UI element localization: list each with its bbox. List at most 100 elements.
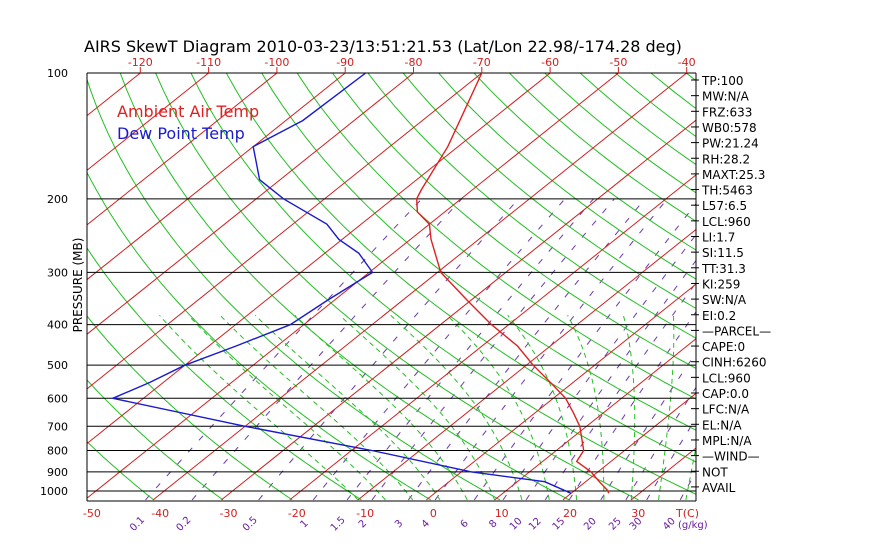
mixing-ratio-line xyxy=(346,198,594,501)
bottom-temperature-ticks: -50 -40 -30 -20 -10 0 10 20 30 T(C) xyxy=(83,507,699,520)
stat-item: AVAIL xyxy=(702,481,736,495)
stat-item: KI:259 xyxy=(702,277,740,291)
pressure-tick-label: 800 xyxy=(47,444,68,457)
stat-item: LCL:960 xyxy=(702,371,751,385)
dry-adiabat xyxy=(473,73,696,251)
bottom-tick-label: -30 xyxy=(220,507,238,520)
stat-item: MPL:N/A xyxy=(702,434,752,448)
mixing-ratio-line xyxy=(473,202,696,501)
dry-adiabat xyxy=(87,379,224,501)
mixing-ratio-unit-label: (g/kg) xyxy=(678,520,708,531)
bottom-tick-label: 0 xyxy=(430,507,437,520)
moist-adiabat xyxy=(567,315,605,500)
isotherm xyxy=(289,174,696,501)
moist-adiabat xyxy=(219,314,414,501)
dry-adiabat xyxy=(367,73,696,339)
moist-adiabat-lines xyxy=(159,314,696,501)
plot-frame xyxy=(86,73,697,501)
mixing-ratio-line xyxy=(312,198,566,501)
dry-adiabat xyxy=(332,73,696,369)
dry-adiabat xyxy=(261,73,696,431)
mixing-ratio-line xyxy=(145,198,423,501)
top-tick-label: -50 xyxy=(609,56,627,69)
stat-item: TH:5463 xyxy=(701,184,753,198)
bottom-tick-label: -20 xyxy=(288,507,306,520)
isotherm xyxy=(221,119,696,501)
top-tick-label: -80 xyxy=(405,56,423,69)
isotherm xyxy=(152,73,688,501)
stat-item: L57:6.5 xyxy=(702,199,747,213)
bottom-tick-label: -10 xyxy=(356,507,374,520)
moist-adiabat xyxy=(507,314,578,500)
stat-item: EI:0.2 xyxy=(702,309,736,323)
isotherm xyxy=(87,73,346,281)
top-tick-label: -60 xyxy=(541,56,559,69)
moist-adiabat xyxy=(188,314,386,501)
top-tick-label: -90 xyxy=(336,56,354,69)
top-temperature-ticks: -120 -110 -100 -90 -80 -70 -60 -50 -40 xyxy=(128,56,696,73)
dry-adiabat xyxy=(87,315,293,501)
top-tick-label: -110 xyxy=(196,56,221,69)
isotherm xyxy=(494,338,696,501)
isotherm xyxy=(87,73,414,335)
isotherm xyxy=(87,73,619,499)
y-axis-label: PRESSURE (MB) xyxy=(71,238,85,333)
stat-item: SW:N/A xyxy=(702,293,747,307)
temperature-unit-label: T(C) xyxy=(675,507,699,520)
moist-adiabat xyxy=(390,314,523,501)
moist-adiabat xyxy=(254,314,441,501)
isotherm-lines xyxy=(87,73,696,501)
moist-adiabat xyxy=(622,315,636,500)
stat-item: RH:28.2 xyxy=(702,152,750,166)
pressure-tick-label: 500 xyxy=(47,359,68,372)
mixing-ratio-line xyxy=(544,282,696,501)
dry-adiabat-lines xyxy=(87,73,696,501)
isotherm xyxy=(87,73,483,390)
stat-item: PW:21.24 xyxy=(702,137,759,151)
stat-item: MAXT:25.3 xyxy=(702,168,765,182)
isotherm xyxy=(426,283,696,501)
mixing-ratio-line xyxy=(407,198,646,501)
dry-adiabat xyxy=(438,73,696,280)
moist-adiabat xyxy=(339,314,496,501)
dry-adiabat xyxy=(296,73,696,400)
moist-adiabat xyxy=(294,314,468,501)
top-tick-label: -120 xyxy=(128,56,153,69)
dry-adiabat xyxy=(87,171,431,501)
dry-adiabat xyxy=(190,73,696,495)
isotherm xyxy=(357,228,696,501)
moist-adiabat xyxy=(685,444,696,500)
isobar-lines xyxy=(87,72,696,502)
pressure-tick-label: 900 xyxy=(47,466,68,479)
pressure-tick-label: 300 xyxy=(47,266,68,279)
moist-adiabat xyxy=(446,314,550,501)
stat-item: EL:N/A xyxy=(702,418,742,432)
stat-item: SI:11.5 xyxy=(702,246,744,260)
top-tick-label: -100 xyxy=(264,56,289,69)
stat-item: CINH:6260 xyxy=(702,356,767,370)
pressure-tick-label: 100 xyxy=(47,67,68,80)
isotherm xyxy=(562,392,696,501)
isotherm xyxy=(87,73,551,445)
stat-item: LI:1.7 xyxy=(702,231,735,245)
dry-adiabat xyxy=(155,73,639,501)
stat-item: —PARCEL— xyxy=(702,324,771,338)
legend-dew-point-temp: Dew Point Temp xyxy=(117,124,245,143)
stat-item: TP:100 xyxy=(701,74,744,88)
pressure-tick-label: 200 xyxy=(47,193,68,206)
pressure-tick-label: 600 xyxy=(47,392,68,405)
bottom-tick-label: 20 xyxy=(563,507,577,520)
bottom-tick-label: 30 xyxy=(631,507,645,520)
isotherm xyxy=(87,73,278,226)
stat-item: LFC:N/A xyxy=(702,403,750,417)
pressure-tick-label: 700 xyxy=(47,420,68,433)
stat-item: TT:31.3 xyxy=(701,262,746,276)
pressure-tick-label: 1000 xyxy=(40,485,68,498)
dry-adiabat xyxy=(87,440,155,501)
moist-adiabat xyxy=(658,315,675,501)
sounding-series xyxy=(110,73,610,494)
legend: Ambient Air Temp Dew Point Temp xyxy=(117,102,259,143)
pressure-tick-label: 400 xyxy=(47,319,68,332)
